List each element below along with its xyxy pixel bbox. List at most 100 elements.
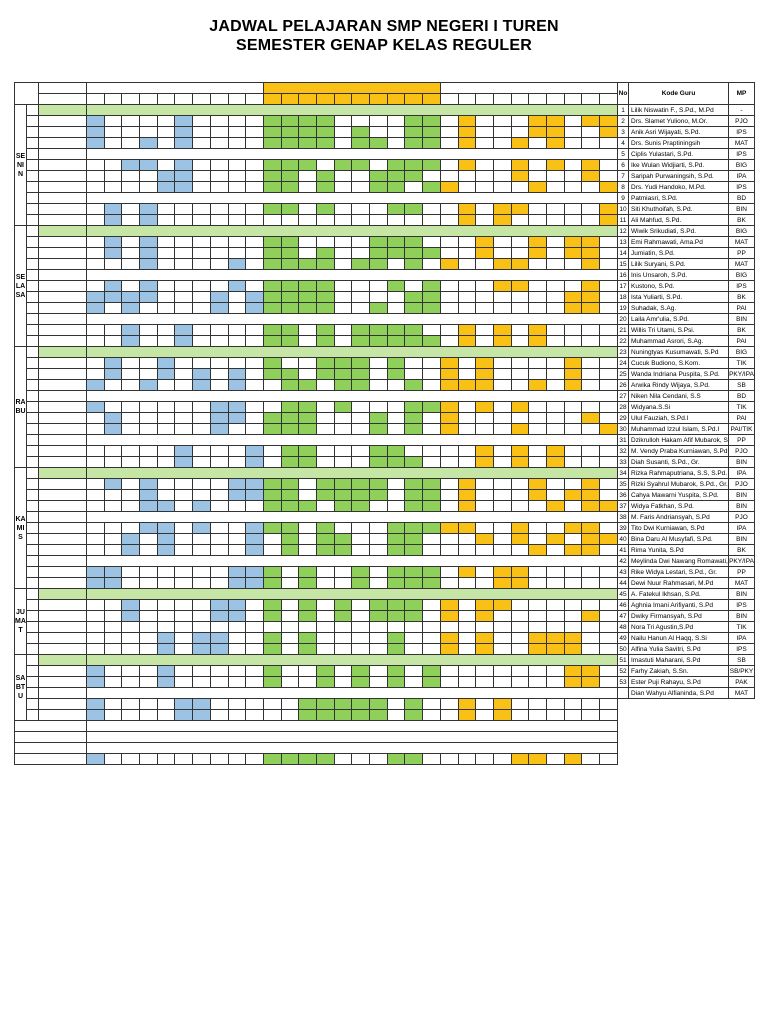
teacher-no: 46 [617,599,629,611]
teacher-code-cell [280,126,300,138]
wali-kelas-cell [404,753,424,765]
jam-cell [26,434,39,446]
kegiatan-kerohanian-bar [86,588,618,600]
teacher-code-cell [510,599,530,611]
teacher-code-cell [369,115,388,127]
doc-title: JADWAL PELAJARAN SMP NEGERI I TUREN [209,18,559,35]
teacher-code-cell [563,170,583,182]
teacher-code-cell [316,698,335,710]
teacher-code-cell [245,302,264,314]
teacher-code-cell [262,412,282,424]
teacher-code-cell [351,544,371,556]
teacher-code-cell [86,379,105,391]
teacher-code-cell [492,214,512,226]
teacher-code-cell [563,258,583,270]
teacher-code-cell [103,324,123,336]
teacher-code-cell [510,379,530,391]
teacher-header-row: No Kode Guru MP [617,82,755,105]
teacher-code-cell [298,665,317,677]
jam-cell [26,511,39,523]
teacher-code-cell [156,533,176,545]
teacher-subject: PP [728,566,755,578]
teacher-name: Muhammad Asrori, S.Ag. [628,335,729,347]
day-label: RABU [14,346,27,468]
teacher-code-cell [86,665,105,677]
teacher-code-cell [280,577,300,589]
teacher-code-cell [528,500,547,512]
teacher-code-cell [333,368,353,380]
teacher-code-cell [103,368,123,380]
teacher-code-cell [103,258,123,270]
teacher-code-cell [209,170,229,182]
teacher-code-cell [546,159,565,171]
time-cell [38,412,87,424]
teacher-code-cell [156,577,176,589]
teacher-code-cell [316,577,335,589]
teacher-code-cell [386,214,406,226]
teacher-code-cell [156,566,176,578]
teacher-code-cell [510,445,530,457]
teacher-code-cell [298,236,317,248]
teacher-subject: IPA [728,170,755,182]
teacher-code-cell [333,170,353,182]
teacher-code-cell [121,368,141,380]
teacher-row: 24 Cucuk Budiono, S.Kom. TIK [617,357,755,369]
teacher-code-cell [475,258,494,270]
teacher-code-cell [404,423,424,435]
class-letter-viii [369,93,388,105]
teacher-subject: IPS [728,126,755,138]
empty-cell [369,621,388,633]
teacher-name: Ali Mahfud, S.Pd. [628,214,729,226]
teacher-subject: PJO [728,445,755,457]
teacher-row: 5 Ciplis Yulastari, S.Pd. IPS [617,148,755,160]
teacher-code-cell [457,643,477,655]
teacher-subject: - [728,104,755,116]
teacher-code-cell [103,401,123,413]
teacher-code-cell [563,324,583,336]
teacher-code-cell [528,665,547,677]
day-row [15,423,618,435]
teacher-code-cell [351,709,371,721]
empty-cell [139,621,158,633]
teacher-code-cell [475,632,494,644]
teacher-code-cell [439,665,459,677]
day-label: JUMAT [14,588,27,655]
teacher-code-cell [422,302,441,314]
day-row: SELASA [14,225,618,347]
teacher-code-cell [280,247,300,259]
teacher-code-cell [439,445,459,457]
teacher-code-cell [404,665,424,677]
teacher-subject: PAI/TIK [728,423,755,435]
teacher-name: Suhadak, S.Ag. [628,302,729,314]
teacher-code-cell [386,115,406,127]
teacher-code-cell [528,643,547,655]
teacher-name: Ike Wulan Widjiarti, S.Pd. [628,159,729,171]
teacher-code-cell [422,456,441,468]
teacher-code-cell [404,324,424,336]
teacher-code-cell [422,544,441,556]
teacher-code-cell [139,456,158,468]
teacher-code-cell [209,522,229,534]
teacher-code-cell [510,236,530,248]
teacher-code-cell [262,489,282,501]
teacher-code-cell [174,643,194,655]
teacher-code-cell [209,159,229,171]
teacher-code-cell [262,258,282,270]
teacher-row: 22 Muhammad Asrori, S.Ag. PAI [617,335,755,347]
teacher-code-cell [262,599,282,611]
teacher-code-cell [139,544,158,556]
teacher-code-cell [510,412,530,424]
teacher-code-cell [121,500,141,512]
teacher-code-cell [457,357,477,369]
teacher-code-cell [227,412,247,424]
teacher-subject: BIN [728,203,755,215]
teacher-no: 16 [617,269,629,281]
teacher-code-cell [209,577,229,589]
teacher-code-cell [316,335,335,347]
teacher-no: 2 [617,115,629,127]
teacher-code-cell [192,643,211,655]
teacher-code-cell [528,412,547,424]
teacher-code-cell [404,258,424,270]
teacher-code-cell [86,632,105,644]
time-cell [38,148,87,160]
